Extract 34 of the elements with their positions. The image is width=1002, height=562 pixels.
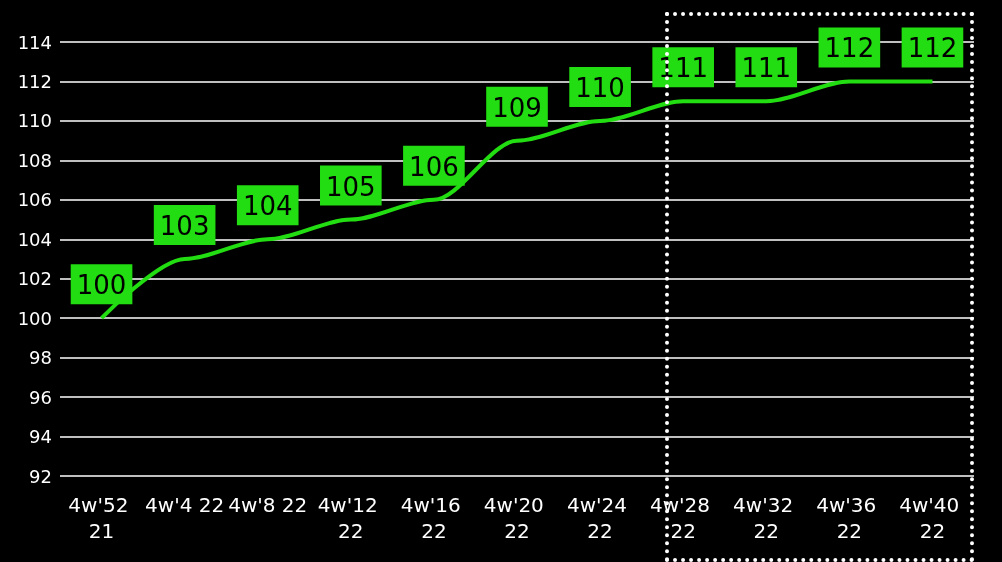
x-tick-label: 4w'40 22 xyxy=(899,493,966,543)
x-tick-label: 4w'12 22 xyxy=(317,493,385,543)
data-label: 104 xyxy=(242,191,293,222)
data-label: 100 xyxy=(76,270,127,301)
x-tick-label: 4w'8 22 xyxy=(228,493,308,517)
y-tick-label: 92 xyxy=(29,465,52,487)
data-label: 105 xyxy=(326,171,376,202)
x-tick-label: 4w'4 22 xyxy=(145,493,225,517)
data-label: 111 xyxy=(741,53,792,84)
y-tick-label: 102 xyxy=(17,268,52,290)
y-tick-label: 94 xyxy=(29,426,52,448)
x-tick-label: 4w'28 22 xyxy=(649,493,717,543)
y-tick-label: 114 xyxy=(17,31,52,53)
y-tick-label: 110 xyxy=(17,110,52,132)
x-tick-label: 4w'24 22 xyxy=(566,493,634,543)
data-label: 112 xyxy=(907,33,958,64)
x-tick-label: 4w'20 22 xyxy=(483,493,551,543)
y-tick-label: 112 xyxy=(17,70,52,92)
x-tick-label: 4w'52 21 xyxy=(68,493,135,543)
y-tick-label: 108 xyxy=(17,149,52,171)
data-label: 110 xyxy=(575,72,625,103)
y-tick-label: 98 xyxy=(29,347,52,369)
data-label: 109 xyxy=(492,92,542,123)
y-tick-label: 100 xyxy=(17,307,52,329)
y-tick-label: 106 xyxy=(17,189,52,211)
data-label: 103 xyxy=(159,211,210,241)
data-label: 106 xyxy=(409,151,459,182)
data-label: 111 xyxy=(658,53,708,84)
y-tick-label: 96 xyxy=(29,386,52,408)
x-tick-label: 4w'32 22 xyxy=(733,493,800,543)
x-tick-label: 4w'16 22 xyxy=(400,493,468,543)
x-tick-label: 4w'36 22 xyxy=(816,493,883,543)
data-label: 112 xyxy=(824,33,875,64)
y-tick-label: 104 xyxy=(17,228,52,250)
